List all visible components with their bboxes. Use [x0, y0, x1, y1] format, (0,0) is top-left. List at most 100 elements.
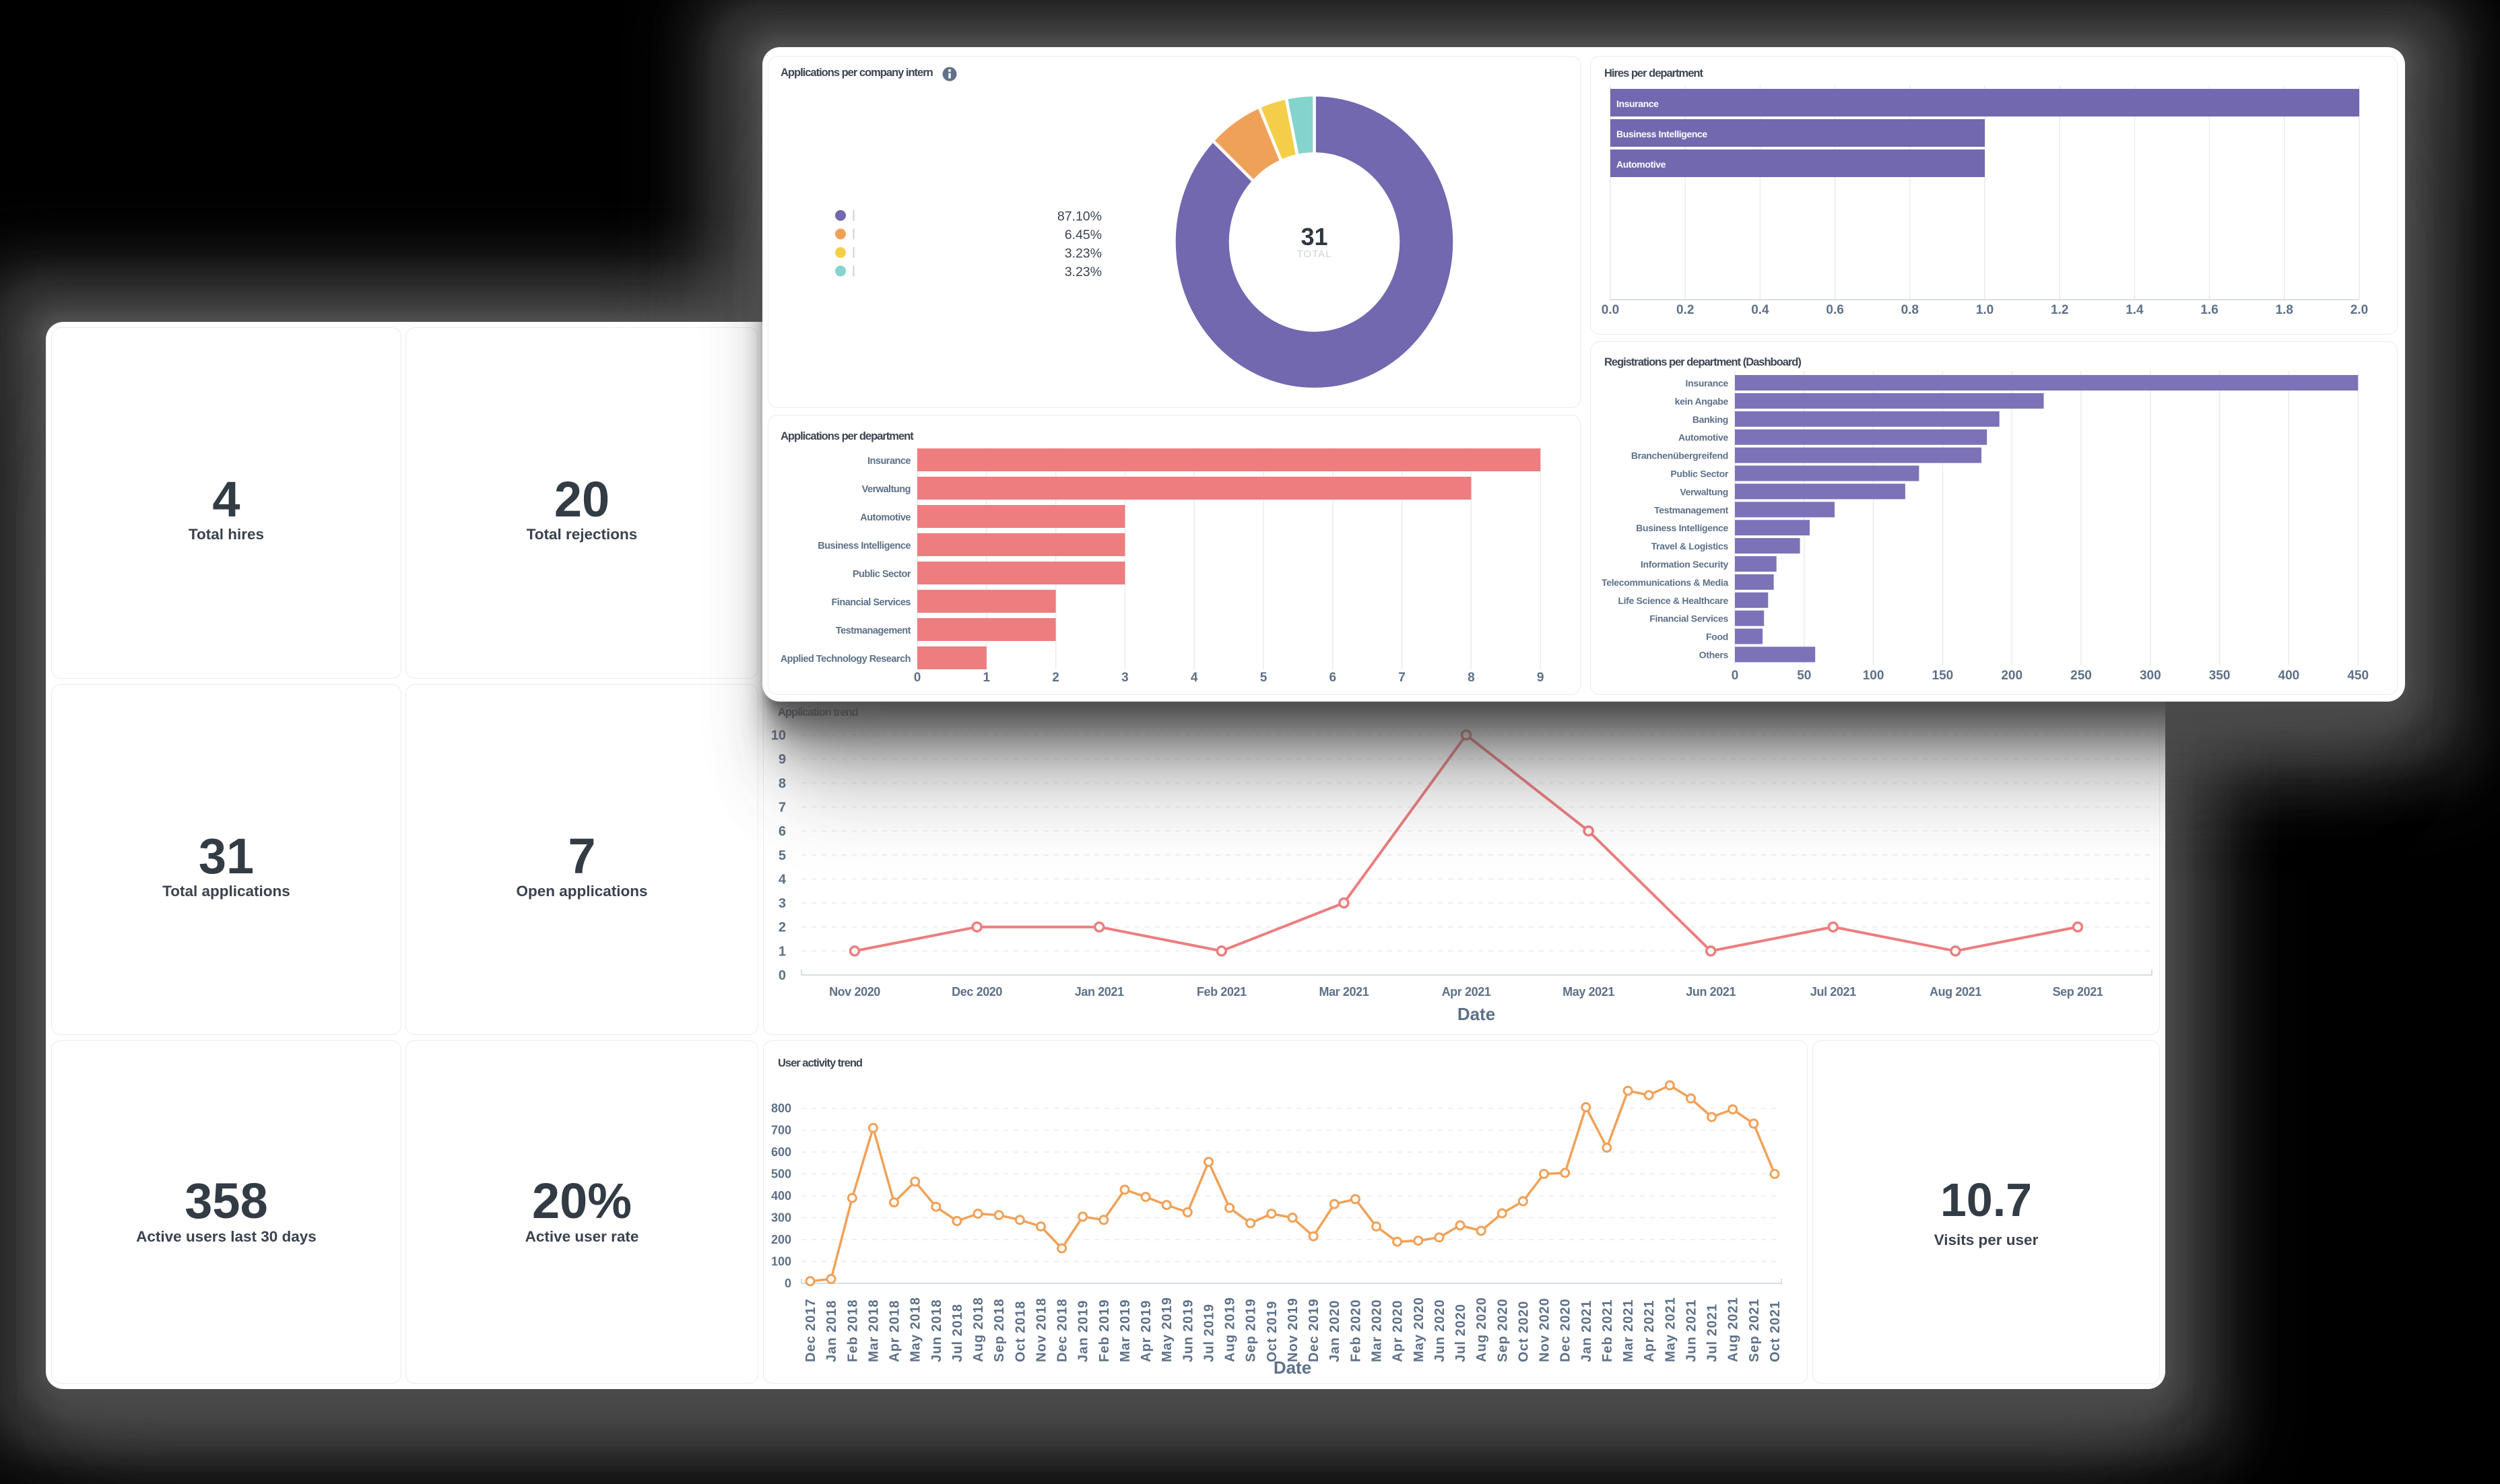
svg-text:Jan 2020: Jan 2020: [1327, 1300, 1342, 1362]
svg-text:Life Science & Healthcare: Life Science & Healthcare: [1618, 595, 1728, 606]
svg-text:7: 7: [779, 801, 786, 815]
svg-text:Feb 2018: Feb 2018: [845, 1299, 860, 1362]
svg-text:400: 400: [2278, 669, 2300, 683]
svg-text:350: 350: [2209, 669, 2231, 683]
svg-text:450: 450: [2347, 669, 2369, 683]
svg-text:0: 0: [914, 671, 921, 685]
svg-text:2: 2: [779, 920, 786, 935]
svg-text:0: 0: [779, 968, 786, 983]
svg-text:Jan 2021: Jan 2021: [1075, 985, 1124, 999]
svg-text:Apr 2021: Apr 2021: [1642, 1300, 1657, 1363]
svg-text:Hires per department: Hires per department: [1604, 67, 1703, 79]
svg-text:Insurance: Insurance: [1686, 378, 1729, 389]
svg-text:Feb 2021: Feb 2021: [1197, 985, 1247, 999]
svg-text:Mar 2021: Mar 2021: [1621, 1299, 1636, 1362]
svg-text:Apr 2019: Apr 2019: [1139, 1300, 1154, 1363]
svg-text:Sep 2018: Sep 2018: [992, 1298, 1007, 1362]
svg-text:1.2: 1.2: [2051, 303, 2068, 317]
svg-text:1: 1: [983, 671, 991, 685]
svg-text:Sep 2021: Sep 2021: [2053, 985, 2103, 999]
svg-text:0.0: 0.0: [1602, 303, 1619, 317]
svg-text:Aug 2021: Aug 2021: [1930, 985, 1981, 999]
svg-text:Mar 2018: Mar 2018: [866, 1299, 881, 1362]
svg-text:May 2021: May 2021: [1663, 1297, 1678, 1362]
svg-text:Banking: Banking: [1692, 414, 1728, 425]
svg-text:Jun 2020: Jun 2020: [1433, 1299, 1447, 1362]
svg-text:Dec 2020: Dec 2020: [1558, 1298, 1573, 1362]
svg-text:Jan 2018: Jan 2018: [824, 1300, 839, 1362]
svg-text:3: 3: [1121, 671, 1129, 685]
svg-text:5: 5: [1260, 671, 1268, 685]
svg-text:Mar 2019: Mar 2019: [1118, 1299, 1133, 1362]
svg-text:Oct 2018: Oct 2018: [1013, 1301, 1028, 1362]
svg-text:300: 300: [771, 1211, 791, 1225]
svg-text:Automotive: Automotive: [1616, 159, 1666, 170]
svg-text:6.45%: 6.45%: [1065, 228, 1102, 242]
svg-text:100: 100: [771, 1255, 791, 1269]
svg-text:1.4: 1.4: [2126, 303, 2144, 317]
svg-text:Nov 2020: Nov 2020: [1538, 1297, 1552, 1362]
svg-text:Branchenübergreifend: Branchenübergreifend: [1631, 450, 1728, 461]
svg-text:Nov 2020: Nov 2020: [829, 985, 880, 999]
svg-text:Jun 2021: Jun 2021: [1684, 1299, 1699, 1362]
svg-text:400: 400: [771, 1189, 791, 1203]
svg-text:Financial Services: Financial Services: [831, 597, 911, 608]
svg-text:Jul 2019: Jul 2019: [1202, 1304, 1217, 1362]
svg-text:Applications per department: Applications per department: [781, 430, 914, 442]
svg-text:2.0: 2.0: [2350, 303, 2368, 317]
svg-text:3.23%: 3.23%: [1065, 246, 1102, 261]
svg-text:300: 300: [2140, 669, 2161, 683]
svg-text:Food: Food: [1706, 632, 1728, 642]
svg-text:Aug 2020: Aug 2020: [1474, 1297, 1489, 1362]
svg-text:Sep 2021: Sep 2021: [1747, 1298, 1762, 1362]
svg-text:Sep 2020: Sep 2020: [1495, 1298, 1510, 1362]
svg-text:Verwaltung: Verwaltung: [1680, 486, 1728, 497]
svg-text:0.8: 0.8: [1901, 303, 1919, 317]
svg-text:Dec 2020: Dec 2020: [952, 985, 1002, 999]
svg-text:Oct 2021: Oct 2021: [1768, 1301, 1783, 1362]
svg-text:0.4: 0.4: [1751, 303, 1769, 317]
svg-text:100: 100: [1863, 669, 1884, 683]
svg-text:9: 9: [1537, 671, 1544, 685]
svg-text:Mar 2020: Mar 2020: [1370, 1299, 1385, 1362]
svg-text:Apr 2018: Apr 2018: [888, 1300, 902, 1363]
svg-text:Information Security: Information Security: [1641, 559, 1729, 570]
svg-text:150: 150: [1932, 669, 1954, 683]
svg-text:Aug 2019: Aug 2019: [1223, 1297, 1238, 1362]
svg-text:Automotive: Automotive: [1678, 432, 1729, 443]
svg-text:Apr 2021: Apr 2021: [1442, 985, 1491, 999]
svg-text:Public Sector: Public Sector: [853, 569, 911, 580]
svg-text:May 2021: May 2021: [1562, 985, 1614, 999]
svg-text:Jun 2018: Jun 2018: [929, 1299, 944, 1362]
svg-text:Aug 2018: Aug 2018: [971, 1297, 986, 1362]
svg-text:5: 5: [779, 848, 786, 863]
svg-text:1: 1: [779, 944, 786, 959]
svg-text:Dec 2017: Dec 2017: [803, 1298, 818, 1362]
svg-text:2: 2: [1052, 671, 1059, 685]
svg-text:Nov 2019: Nov 2019: [1286, 1297, 1301, 1362]
svg-text:kein Angabe: kein Angabe: [1675, 396, 1729, 407]
svg-text:Applied Technology Research: Applied Technology Research: [781, 654, 911, 665]
svg-text:Jan 2021: Jan 2021: [1579, 1300, 1594, 1362]
svg-text:Feb 2021: Feb 2021: [1600, 1299, 1615, 1362]
svg-text:Aug 2021: Aug 2021: [1726, 1297, 1741, 1362]
svg-text:7: 7: [1398, 671, 1406, 685]
svg-text:10: 10: [771, 729, 786, 743]
svg-text:Jul 2021: Jul 2021: [1705, 1304, 1720, 1362]
svg-text:250: 250: [2070, 669, 2092, 683]
svg-text:Jul 2020: Jul 2020: [1453, 1304, 1468, 1362]
svg-text:8: 8: [1468, 671, 1475, 685]
svg-text:87.10%: 87.10%: [1057, 209, 1102, 224]
svg-text:3: 3: [779, 896, 786, 911]
svg-text:Sep 2019: Sep 2019: [1244, 1298, 1259, 1362]
svg-text:Telecommunications & Media: Telecommunications & Media: [1602, 577, 1728, 588]
svg-text:Automotive: Automotive: [860, 512, 911, 523]
svg-text:Insurance: Insurance: [867, 456, 911, 467]
svg-text:Oct 2020: Oct 2020: [1516, 1301, 1531, 1362]
svg-text:Financial Services: Financial Services: [1649, 613, 1728, 624]
svg-text:700: 700: [771, 1124, 791, 1137]
svg-text:Apr 2020: Apr 2020: [1391, 1300, 1406, 1363]
svg-text:Verwaltung: Verwaltung: [862, 484, 911, 495]
svg-text:Dec 2019: Dec 2019: [1307, 1298, 1321, 1362]
svg-text:User activity trend: User activity trend: [778, 1057, 862, 1069]
